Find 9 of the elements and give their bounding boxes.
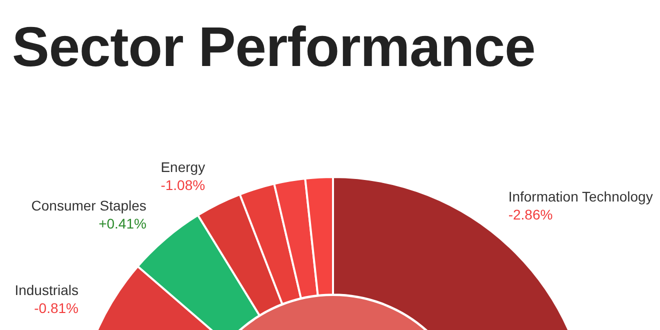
- text: +0.41%: [98, 215, 146, 232]
- slice-label: Information Technology: [508, 188, 653, 204]
- slice-label: Industrials: [14, 282, 79, 298]
- slice-label: Energy: [160, 158, 206, 175]
- text: -1.08%: [160, 176, 206, 193]
- text: -2.86%: [508, 206, 553, 222]
- slice-label: Consumer Staples: [31, 197, 146, 214]
- text: -0.81%: [34, 300, 79, 316]
- chart-title: Sector Performance: [12, 14, 536, 79]
